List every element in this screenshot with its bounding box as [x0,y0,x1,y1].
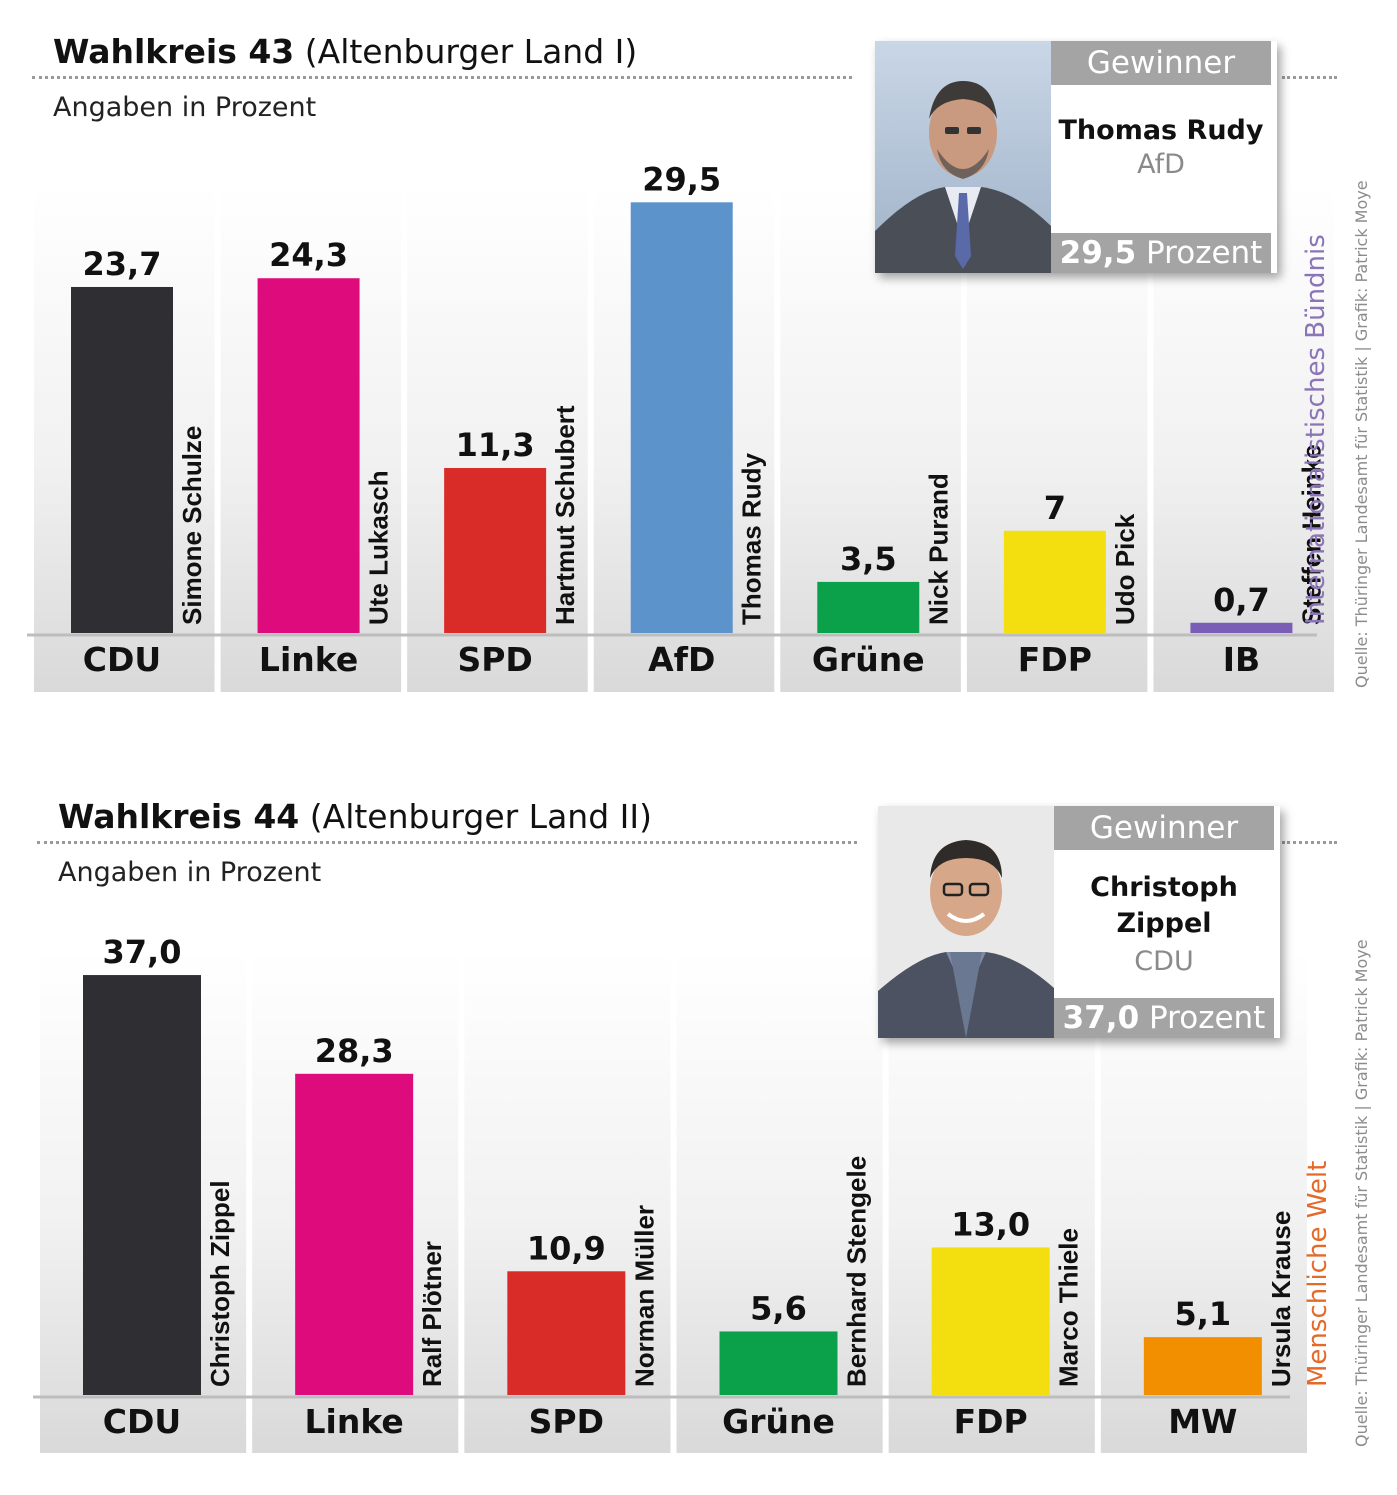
mw-full-name: Menschliche Welt [1303,1160,1333,1387]
category-label: AfD [648,640,715,679]
value-label: 11,3 [456,426,535,464]
bar-cdu [83,975,201,1395]
divider [37,841,857,844]
winner-card: Gewinner Christoph Zippel CDU 37,0 Proze… [878,806,1280,1038]
category-label: SPD [529,1402,604,1441]
value-label: 28,3 [315,1032,394,1070]
candidate-name: Christoph Zippel [205,1180,235,1387]
value-label: 7 [1044,489,1066,527]
category-label: FDP [1018,640,1092,679]
candidate-name: Ute Lukasch [364,470,394,625]
candidate-name: Steffen Heinke [1296,444,1326,625]
winner-result: 29,5 Prozent [1051,233,1271,273]
chart-svg: 37,0 Christoph Zippel CDU 28,3 Ralf Plötner L… [33,933,1307,1453]
winner-name: Thomas Rudy [1058,115,1264,146]
category-label: MW [1168,1402,1237,1441]
ib-full-name: Internationalistisches Bündnis [1301,234,1331,625]
candidate-name: Ralf Plötner [417,1241,447,1387]
winner-name-line1: Christoph [1090,872,1238,903]
divider [1282,841,1337,844]
source-credit: Quelle: Thüringer Landesamt für Statisti… [1352,180,1371,688]
bar-grüne [719,1331,838,1395]
bar-linke [257,278,360,633]
bar-mw [1143,1337,1262,1395]
category-label: Linke [305,1402,404,1441]
category-label: IB [1223,640,1260,679]
candidate-name: Simone Schulze [177,426,207,625]
chart-title: Wahlkreis 44 (Altenburger Land II) [58,797,652,836]
winner-name-line2: Zippel [1116,908,1212,939]
value-label: 5,1 [1174,1295,1231,1333]
winner-header: Gewinner [1054,806,1274,850]
chart-title: Wahlkreis 43 (Altenburger Land I) [53,32,638,71]
candidate-name: Thomas Rudy [737,453,767,625]
bar-ib [1190,622,1293,633]
category-label: CDU [103,1402,181,1441]
value-label: 13,0 [951,1205,1030,1243]
winner-header: Gewinner [1051,41,1271,85]
value-label: 5,6 [750,1289,807,1327]
candidate-name: Marco Thiele [1054,1228,1084,1387]
category-label: SPD [457,640,532,679]
winner-result: 37,0 Prozent [1054,998,1274,1038]
category-label: FDP [954,1402,1028,1441]
source-credit: Quelle: Thüringer Landesamt für Statisti… [1352,939,1371,1447]
winner-card: Gewinner Thomas Rudy AfD 29,5 Prozent [875,41,1277,273]
bar-fdp [931,1247,1050,1395]
bar-linke [295,1073,414,1395]
chart-subtitle: Angaben in Prozent [53,92,317,123]
winner-party: AfD [1137,149,1185,180]
bar-fdp [1003,530,1106,633]
divider [1282,76,1337,79]
value-label: 29,5 [642,160,721,198]
category-label: CDU [83,640,161,679]
value-label: 23,7 [83,245,162,283]
value-label: 24,3 [269,236,348,274]
wahlkreis-44-panel: Wahlkreis 44 (Altenburger Land II) Angab… [0,765,1397,1495]
value-label: 3,5 [840,540,897,578]
bar-chart-wk44: 37,0 Christoph Zippel CDU 28,3 Ralf Plötner L… [0,765,1397,1495]
category-label: Grüne [722,1402,835,1441]
candidate-name: Bernhard Stengele [842,1156,872,1387]
divider [32,76,852,79]
wahlkreis-43-panel: Wahlkreis 43 (Altenburger Land I) Angabe… [0,0,1397,720]
candidate-name: Ursula Krause [1266,1211,1296,1387]
candidate-name: Nick Purand [923,473,953,625]
winner-photo [878,806,1054,1038]
bar-chart-wk43: 23,7 Simone Schulze CDU 24,3 Ute Lukasch Link… [0,0,1397,720]
value-label: 0,7 [1213,581,1270,619]
bar-grüne [817,581,920,633]
category-label: Linke [259,640,358,679]
candidate-name: Hartmut Schubert [550,405,580,625]
bar-afd [630,202,733,634]
bar-cdu [71,286,173,633]
candidate-name: Udo Pick [1110,513,1140,625]
bar-spd [507,1271,626,1395]
category-label: Grüne [812,640,925,679]
winner-party: CDU [1134,946,1194,977]
bar-spd [444,468,547,633]
chart-svg: 23,7 Simone Schulze CDU 24,3 Ute LukaschLink… [27,160,1334,692]
candidate-name: Norman Müller [629,1205,659,1387]
value-label: 10,9 [527,1229,606,1267]
value-label: 37,0 [103,933,182,971]
winner-photo [875,41,1051,273]
chart-subtitle: Angaben in Prozent [58,857,322,888]
